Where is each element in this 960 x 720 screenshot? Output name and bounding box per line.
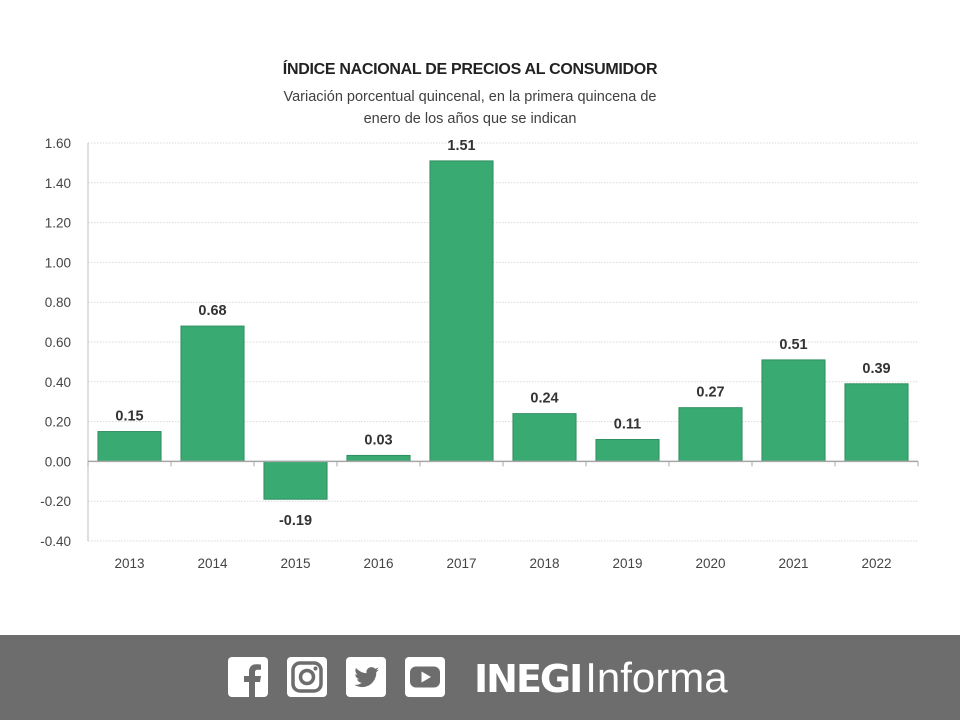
twitter-icon[interactable] bbox=[346, 657, 386, 697]
data-label-2013: 0.15 bbox=[115, 409, 143, 425]
data-label-2014: 0.68 bbox=[198, 303, 226, 319]
bar-2014 bbox=[180, 325, 245, 462]
x-tick-label-2013: 2013 bbox=[114, 556, 144, 571]
bar-2019 bbox=[595, 439, 660, 462]
y-tick-label: 1.20 bbox=[45, 216, 71, 231]
data-label-2015: -0.19 bbox=[279, 513, 312, 529]
y-tick-label: 1.40 bbox=[45, 176, 71, 191]
instagram-icon[interactable] bbox=[287, 657, 327, 697]
youtube-icon[interactable] bbox=[405, 657, 445, 697]
x-tick-label-2017: 2017 bbox=[446, 556, 476, 571]
data-label-2018: 0.24 bbox=[530, 391, 558, 407]
x-tick-label-2021: 2021 bbox=[778, 556, 808, 571]
data-label-2022: 0.39 bbox=[862, 361, 890, 377]
x-tick-label-2020: 2020 bbox=[695, 556, 725, 571]
y-tick-label: 0.80 bbox=[45, 295, 71, 310]
x-tick-label-2018: 2018 bbox=[529, 556, 559, 571]
y-tick-label: -0.20 bbox=[40, 494, 71, 509]
y-tick-label: 1.00 bbox=[45, 255, 71, 270]
data-label-2021: 0.51 bbox=[779, 337, 807, 353]
brand-light: Informa bbox=[585, 654, 728, 701]
data-label-2019: 0.11 bbox=[614, 417, 641, 433]
y-tick-label: 1.60 bbox=[45, 136, 71, 151]
chart-subtitle: Variación porcentual quincenal, en la pr… bbox=[0, 86, 940, 130]
chart-subtitle-line-2: enero de los años que se indican bbox=[363, 111, 577, 127]
brand-strong: INEGI bbox=[474, 657, 583, 701]
footer-bar: INEGIInforma bbox=[0, 635, 960, 720]
data-label-2017: 1.51 bbox=[447, 138, 475, 154]
bar-2020 bbox=[678, 407, 743, 462]
bar-2017 bbox=[429, 160, 494, 462]
chart-title: ÍNDICE NACIONAL DE PRECIOS AL CONSUMIDOR bbox=[282, 61, 658, 78]
x-tick-label-2014: 2014 bbox=[197, 556, 228, 571]
bar-2018 bbox=[512, 413, 577, 462]
facebook-icon[interactable] bbox=[228, 657, 268, 697]
y-tick-label: -0.40 bbox=[40, 534, 71, 549]
bar-2022 bbox=[844, 383, 909, 462]
x-tick-label-2016: 2016 bbox=[363, 556, 393, 571]
x-tick-label-2019: 2019 bbox=[612, 556, 642, 571]
y-tick-label: 0.40 bbox=[45, 375, 71, 390]
y-tick-label: 0.60 bbox=[45, 335, 71, 350]
inegi-informa-logo[interactable]: INEGIInforma bbox=[474, 653, 728, 703]
bar-chart: -0.40 -0.20 0.00 0.20 0.40 0.60 0.80 1.00 1.20 1.… bbox=[40, 136, 919, 571]
chart-subtitle-line-1: Variación porcentual quincenal, en la pr… bbox=[283, 89, 657, 105]
x-tick-label-2022: 2022 bbox=[861, 556, 891, 571]
chart-area: ÍNDICE NACIONAL DE PRECIOS AL CONSUMIDOR… bbox=[0, 61, 940, 571]
data-label-2020: 0.27 bbox=[696, 385, 724, 401]
bar-2016 bbox=[346, 454, 411, 462]
y-tick-label: 0.00 bbox=[45, 454, 71, 469]
y-tick-label: 0.20 bbox=[45, 415, 71, 430]
bar-2015 bbox=[263, 460, 328, 500]
bar-2013 bbox=[97, 431, 162, 462]
bar-2021 bbox=[761, 359, 826, 462]
x-tick-label-2015: 2015 bbox=[280, 556, 310, 571]
data-label-2016: 0.03 bbox=[364, 432, 392, 448]
